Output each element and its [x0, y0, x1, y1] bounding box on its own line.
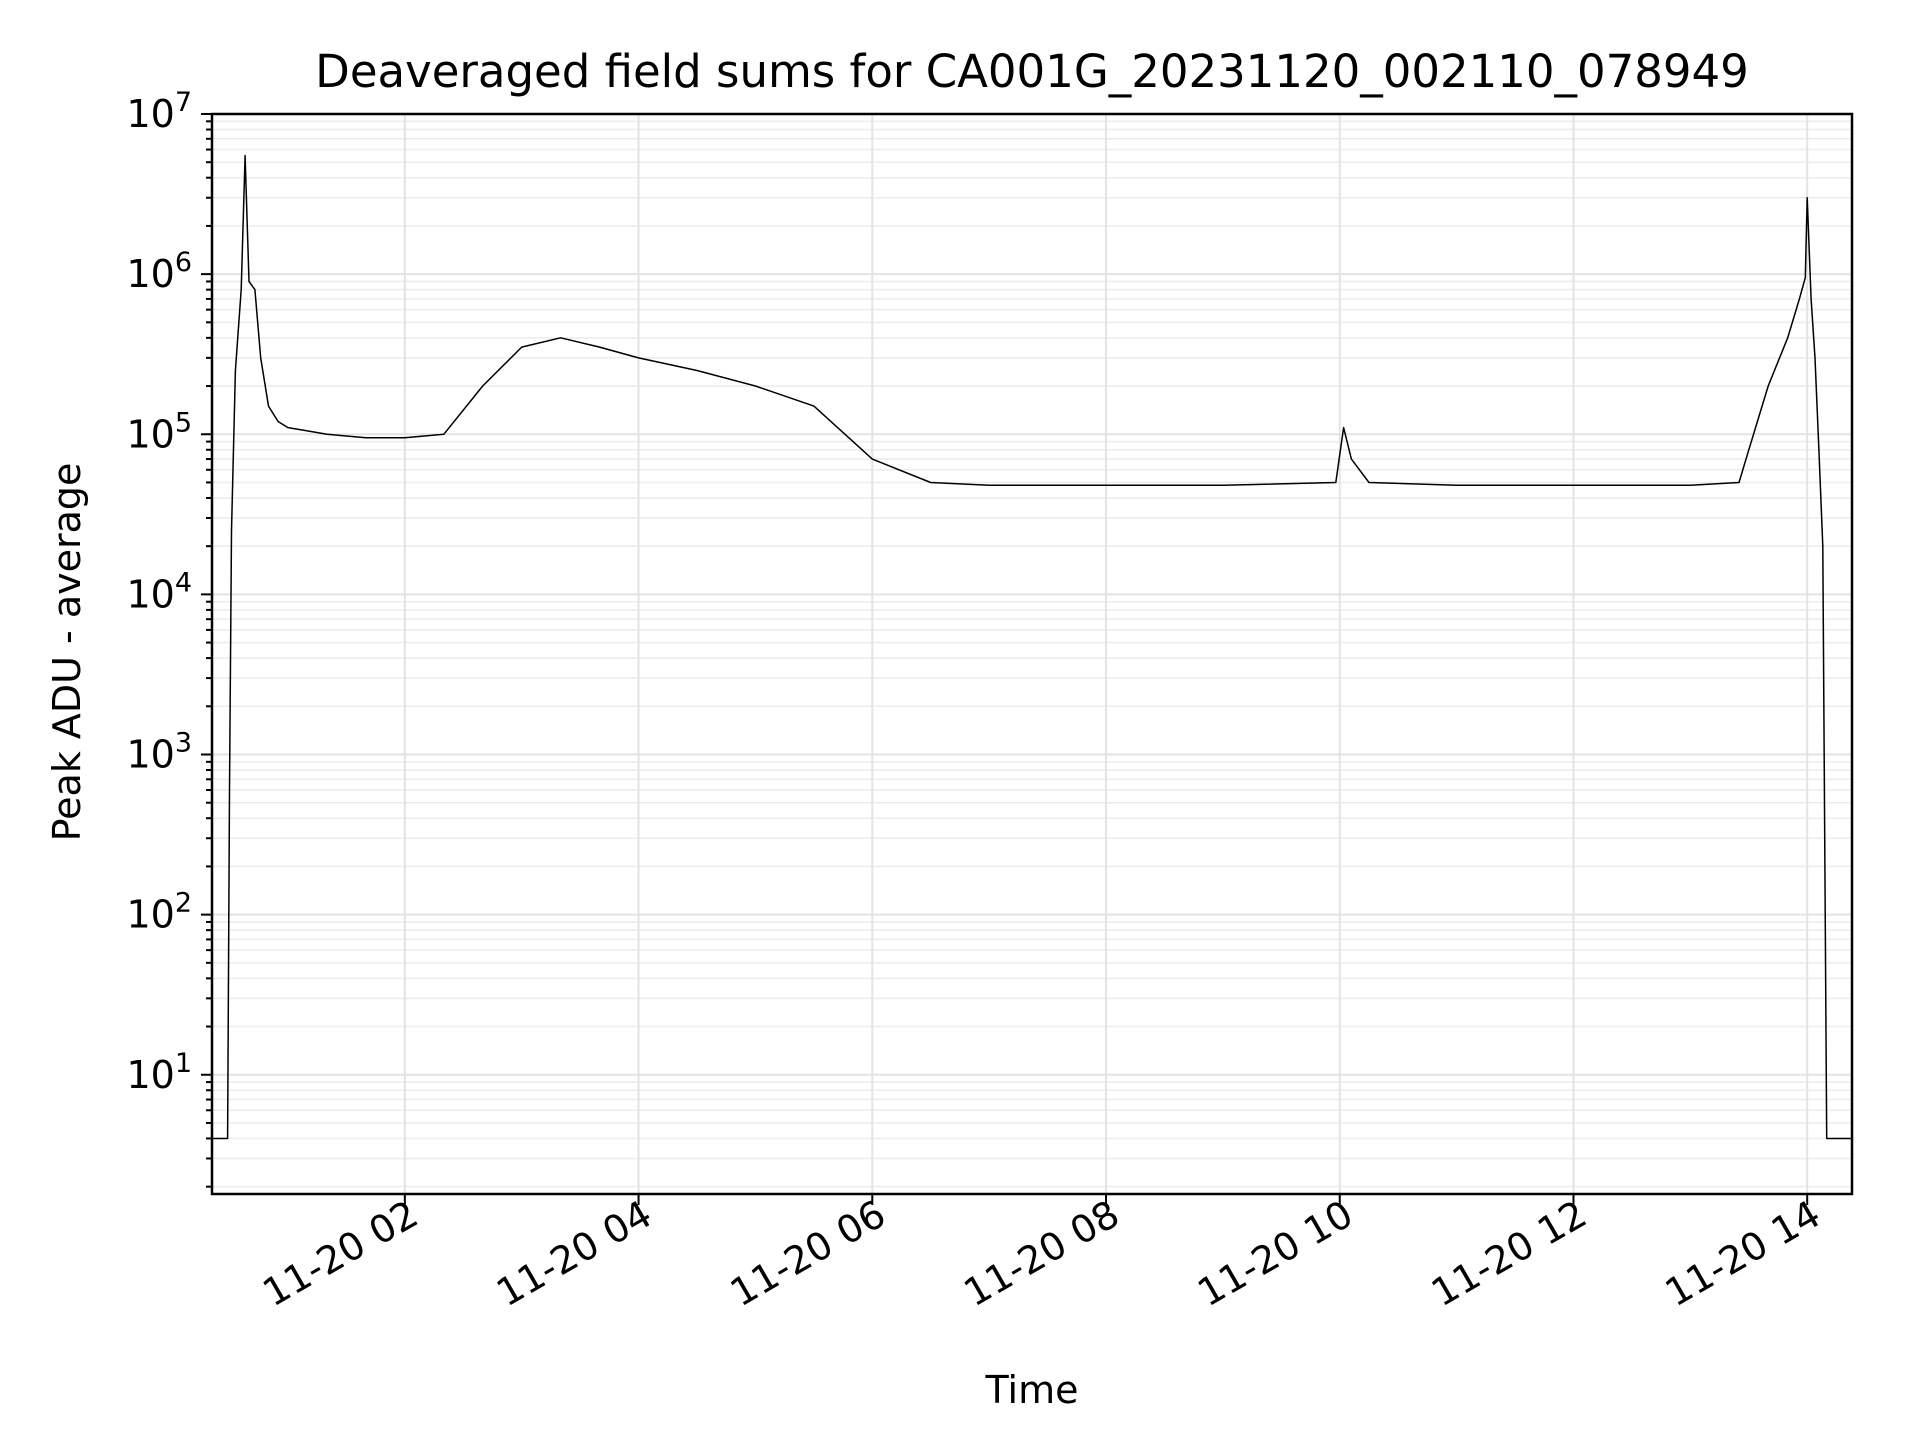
- grid: [212, 113, 1852, 1194]
- x-axis-label: Time: [985, 1368, 1079, 1412]
- y-axis-label: Peak ADU - average: [45, 463, 89, 842]
- y-tick-label: 103: [126, 728, 192, 777]
- y-tick-label: 107: [126, 87, 192, 136]
- y-tick-label: 106: [126, 247, 192, 296]
- y-tick-label: 105: [126, 407, 192, 456]
- y-tick-label: 101: [126, 1048, 192, 1097]
- series-line-0: [212, 154, 1852, 1140]
- y-tick-label: 102: [126, 888, 192, 937]
- y-tick-label: 104: [126, 567, 192, 616]
- chart-title: Deaveraged field sums for CA001G_2023112…: [315, 45, 1749, 98]
- series-layer: [212, 154, 1852, 1140]
- plot-frame: [210, 112, 1854, 1196]
